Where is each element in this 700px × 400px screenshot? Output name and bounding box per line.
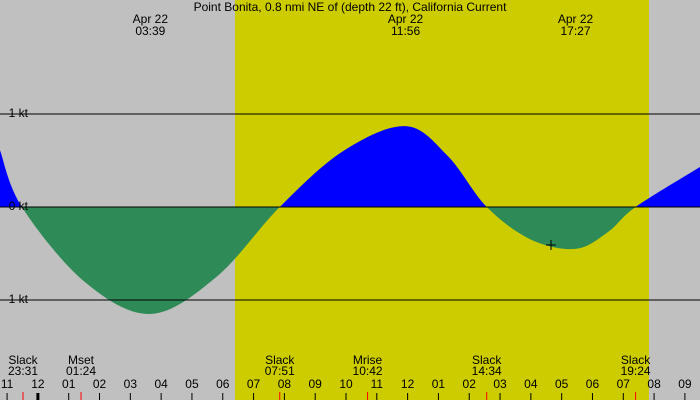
current-flood [0,126,700,207]
x-tick-label: 11 [1,377,14,391]
x-tick-label: 06 [586,377,600,391]
event-time: 10:42 [353,364,383,378]
x-tick-label: 05 [185,377,199,391]
event-name: Slack [8,353,38,367]
event-name: Slack [472,353,502,367]
event-time: 23:31 [8,364,38,378]
event-time: 19:24 [621,364,651,378]
event-name: Slack [621,353,651,367]
x-tick-label: 02 [93,377,107,391]
x-tick-label: 05 [555,377,569,391]
extreme-time: 03:39 [135,24,165,38]
event-name: Mrise [353,353,383,367]
y-tick-label: -1 kt [5,292,29,306]
extreme-date: Apr 22 [388,12,424,26]
chart-title: Point Bonita, 0.8 nmi NE of (depth 22 ft… [194,0,507,14]
event-name: Mset [68,353,95,367]
x-tick-label: 07 [247,377,261,391]
x-tick-label: 04 [154,377,168,391]
event-name: Slack [265,353,295,367]
x-tick-label: 12 [31,377,45,391]
y-tick-label: 1 kt [9,106,29,120]
current-ebb [0,207,700,314]
x-tick-label: 09 [309,377,323,391]
x-tick-label: 08 [278,377,292,391]
x-tick-label: 09 [678,377,692,391]
x-tick-label: 03 [493,377,507,391]
x-tick-label: 10 [339,377,353,391]
x-tick-label: 06 [216,377,230,391]
x-tick-label: 01 [62,377,76,391]
extreme-date: Apr 22 [558,12,594,26]
x-tick-label: 07 [617,377,631,391]
event-time: 07:51 [265,364,295,378]
extreme-time: 17:27 [561,24,591,38]
extreme-time: 11:56 [391,24,420,38]
x-tick-label: 12 [401,377,415,391]
x-tick-label: 02 [463,377,477,391]
x-tick-label: 11 [371,377,384,391]
extreme-date: Apr 22 [133,12,169,26]
x-tick-label: 08 [647,377,661,391]
x-tick-label: 03 [124,377,138,391]
event-time: 01:24 [66,364,96,378]
x-tick-label: 04 [524,377,538,391]
event-time: 14:34 [472,364,502,378]
y-tick-label: 0 kt [9,199,29,213]
x-tick-label: 01 [432,377,446,391]
